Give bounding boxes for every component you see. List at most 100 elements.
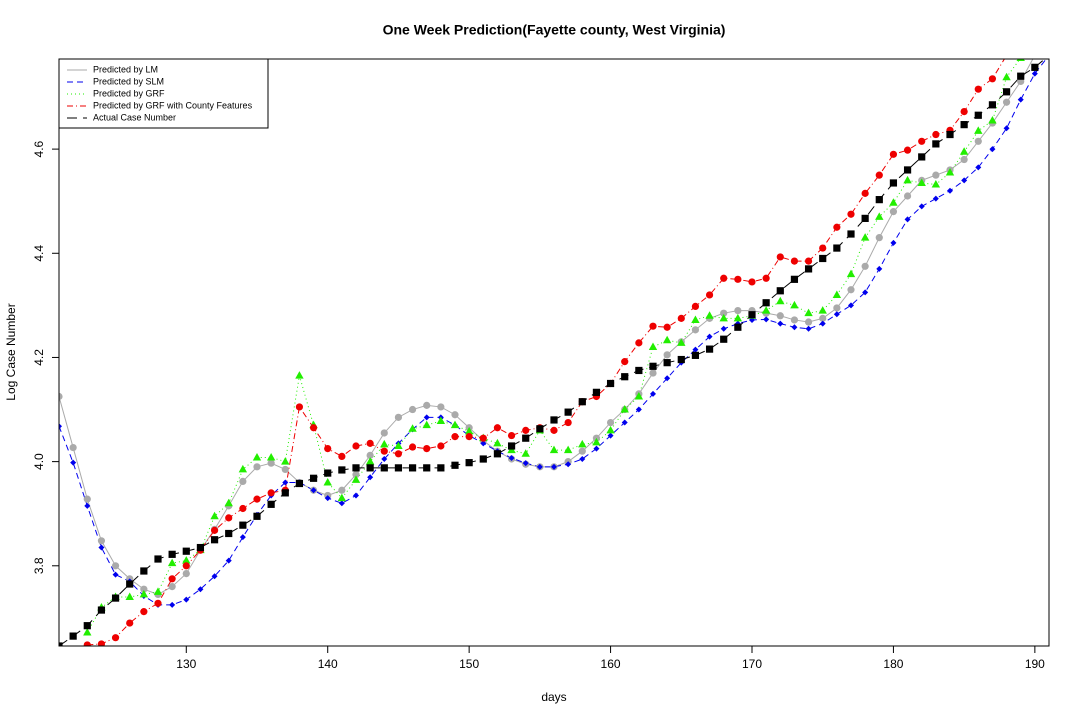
y-axis-label: Log Case Number bbox=[4, 303, 18, 400]
data-point bbox=[606, 425, 615, 434]
data-point bbox=[833, 223, 841, 231]
data-point bbox=[225, 557, 232, 564]
data-point bbox=[394, 450, 403, 458]
data-point bbox=[720, 325, 727, 332]
data-point bbox=[267, 459, 275, 467]
data-point bbox=[211, 573, 218, 580]
data-point bbox=[210, 526, 219, 534]
data-point bbox=[846, 269, 856, 278]
x-tick-label: 130 bbox=[176, 657, 196, 671]
data-point bbox=[125, 592, 134, 601]
data-point bbox=[691, 315, 700, 323]
y-tick-label: 4.2 bbox=[32, 349, 46, 366]
data-point bbox=[437, 464, 445, 472]
data-point bbox=[804, 308, 813, 317]
data-point bbox=[932, 130, 940, 139]
data-point bbox=[677, 338, 686, 346]
legend-label: Actual Case Number bbox=[93, 112, 176, 122]
data-point bbox=[565, 461, 572, 468]
data-point bbox=[593, 445, 600, 452]
data-point bbox=[903, 146, 912, 154]
data-point bbox=[239, 534, 246, 541]
data-point bbox=[408, 464, 417, 472]
data-point bbox=[126, 619, 134, 627]
data-point bbox=[480, 440, 487, 447]
data-point bbox=[97, 606, 106, 614]
data-point bbox=[748, 278, 756, 286]
data-point bbox=[479, 455, 487, 463]
data-point bbox=[677, 314, 685, 322]
data-point bbox=[662, 335, 672, 344]
plot-frame bbox=[58, 58, 1050, 647]
data-point bbox=[931, 180, 941, 188]
data-point bbox=[860, 233, 870, 241]
data-point bbox=[692, 346, 699, 353]
data-point bbox=[422, 420, 431, 429]
data-point bbox=[790, 275, 799, 283]
data-point bbox=[267, 500, 275, 508]
data-point bbox=[522, 426, 530, 434]
x-tick-label: 180 bbox=[883, 657, 903, 671]
data-point bbox=[705, 345, 714, 353]
data-point bbox=[975, 164, 982, 171]
data-point bbox=[97, 537, 106, 545]
data-point bbox=[861, 262, 869, 270]
data-point bbox=[634, 392, 644, 400]
data-point bbox=[578, 439, 587, 448]
data-point bbox=[367, 474, 374, 481]
data-point bbox=[889, 150, 898, 158]
data-point bbox=[408, 443, 417, 451]
data-point bbox=[59, 392, 63, 401]
data-point bbox=[1045, 41, 1052, 48]
data-point bbox=[635, 366, 643, 375]
data-point bbox=[1045, 52, 1052, 59]
data-point bbox=[253, 512, 261, 520]
data-point bbox=[479, 434, 487, 442]
data-point bbox=[59, 423, 62, 430]
data-point bbox=[761, 306, 771, 314]
data-point bbox=[111, 594, 120, 602]
data-point bbox=[309, 474, 318, 482]
data-point bbox=[748, 311, 756, 319]
data-point bbox=[380, 439, 389, 448]
data-point bbox=[196, 543, 205, 552]
data-point bbox=[521, 449, 530, 457]
data-point bbox=[776, 287, 784, 295]
data-point bbox=[691, 326, 700, 334]
data-point bbox=[664, 375, 671, 382]
data-point bbox=[282, 479, 289, 486]
data-point bbox=[903, 175, 912, 184]
data-point bbox=[168, 575, 176, 583]
data-point bbox=[182, 547, 190, 555]
data-point bbox=[353, 492, 359, 499]
data-point bbox=[338, 452, 346, 461]
data-point bbox=[1016, 59, 1025, 61]
data-point bbox=[875, 171, 883, 179]
data-point bbox=[352, 464, 360, 472]
data-point bbox=[98, 544, 105, 551]
data-point bbox=[733, 313, 743, 322]
data-point bbox=[549, 445, 559, 454]
data-point bbox=[59, 642, 63, 646]
data-point bbox=[861, 214, 869, 222]
data-point bbox=[168, 550, 176, 558]
data-point bbox=[69, 443, 77, 452]
data-point bbox=[112, 571, 119, 578]
data-point bbox=[295, 479, 304, 488]
data-point bbox=[961, 177, 968, 184]
data-point bbox=[168, 583, 176, 591]
data-point bbox=[848, 302, 854, 309]
data-point bbox=[635, 406, 642, 413]
data-point bbox=[819, 244, 827, 252]
data-point bbox=[436, 416, 446, 424]
data-point bbox=[663, 359, 671, 367]
data-point bbox=[522, 460, 529, 467]
data-point bbox=[394, 413, 403, 421]
data-point bbox=[70, 459, 77, 466]
data-point bbox=[451, 461, 459, 469]
data-point bbox=[507, 431, 516, 440]
data-point bbox=[819, 314, 827, 322]
data-point bbox=[380, 429, 388, 437]
data-point bbox=[380, 447, 388, 455]
